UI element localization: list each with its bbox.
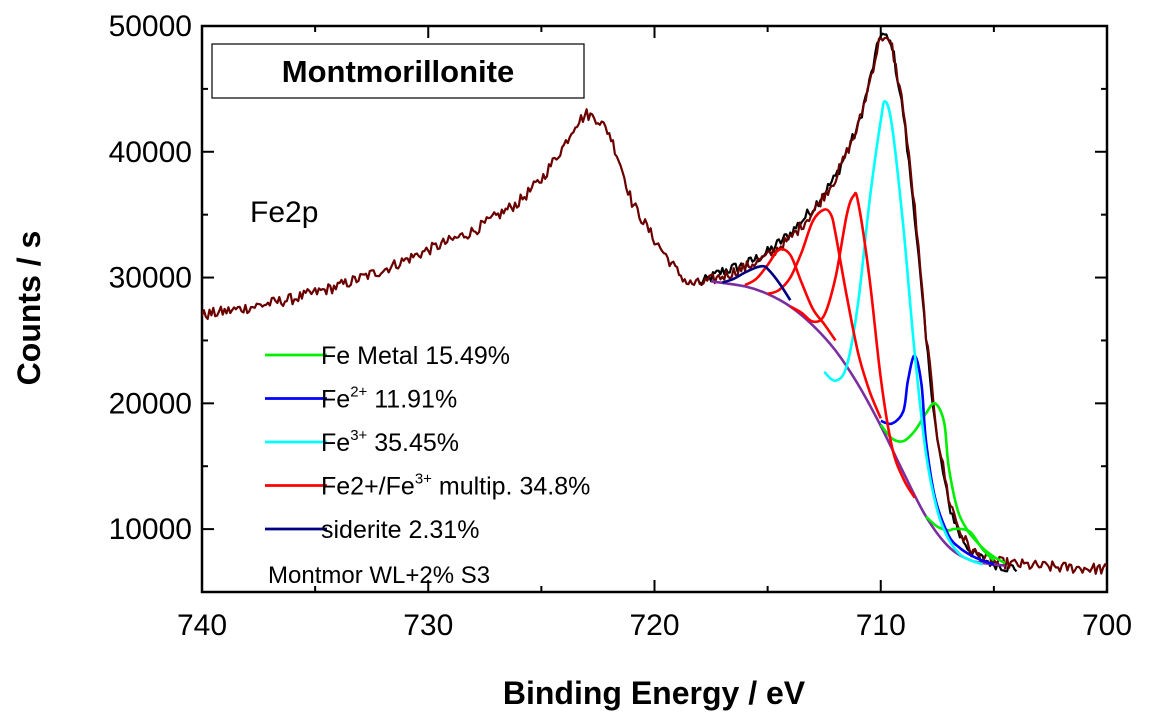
chart-title: Montmorillonite (282, 54, 514, 89)
series-line-multiplet-3 (789, 191, 916, 499)
x-tick-label: 740 (177, 609, 227, 642)
series-line-background (710, 280, 1006, 567)
y-tick-label: 20000 (109, 387, 192, 420)
series-line-siderite (722, 264, 792, 301)
x-tick-label: 710 (856, 609, 906, 642)
y-tick-label: 30000 (109, 262, 192, 295)
legend-label: siderite 2.31% (321, 516, 479, 544)
region-label: Fe2p (250, 196, 318, 229)
chart-title-box: Montmorillonite (211, 43, 585, 99)
ticks-layer: 740 730 720 710 700 10000 20000 30000 40000 50000 (109, 10, 1132, 642)
plot-frame (200, 24, 1109, 594)
y-tick-label: 10000 (109, 513, 192, 546)
legend-label: Fe3+ 35.45% (321, 427, 459, 457)
legend-label: Fe2+ 11.91% (321, 384, 457, 414)
y-tick-label: 50000 (109, 10, 192, 43)
x-axis-title: Binding Energy / eV (503, 675, 806, 711)
y-axis-title: Counts / s (11, 231, 47, 386)
legend-label: Fe Metal 15.49% (321, 342, 510, 370)
x-tick-label: 730 (403, 609, 453, 642)
sample-label: Montmor WL+2% S3 (268, 562, 490, 589)
series-line-fe-metal-minor-peak (925, 515, 995, 562)
series-line-fe2- (880, 354, 995, 566)
x-tick-label: 720 (629, 609, 679, 642)
x-tick-label: 700 (1082, 609, 1132, 642)
series-layer (202, 32, 1107, 575)
series-line-experimental-envelope (202, 36, 1107, 575)
series-line-fe3- (823, 100, 983, 566)
series-line-multiplet-2 (767, 208, 883, 419)
series-line-multiplet-1 (744, 247, 837, 342)
legend-label: Fe2+/Fe3+ multip. 34.8% (321, 471, 590, 501)
y-tick-label: 40000 (109, 136, 192, 169)
legend: Fe Metal 15.49% Fe2+ 11.91% Fe3+ 35.45% Fe2… (265, 342, 590, 544)
